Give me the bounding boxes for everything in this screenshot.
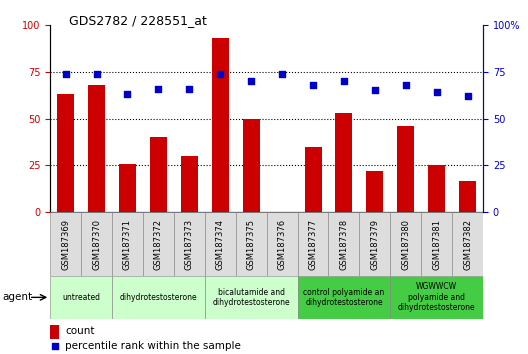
Bar — [150, 137, 167, 212]
Bar — [174, 212, 205, 276]
Bar — [112, 276, 205, 319]
Text: count: count — [65, 326, 95, 336]
Text: GSM187381: GSM187381 — [432, 219, 441, 270]
Text: GSM187374: GSM187374 — [216, 219, 225, 270]
Text: GSM187369: GSM187369 — [61, 219, 70, 270]
Bar — [298, 276, 390, 319]
Text: GDS2782 / 228551_at: GDS2782 / 228551_at — [69, 14, 206, 27]
Bar — [143, 212, 174, 276]
Bar — [328, 212, 360, 276]
Text: agent: agent — [3, 292, 33, 302]
Point — [402, 82, 410, 88]
Text: WGWWCW
polyamide and
dihydrotestosterone: WGWWCW polyamide and dihydrotestosterone — [398, 282, 476, 312]
Bar — [50, 212, 81, 276]
Text: GSM187370: GSM187370 — [92, 219, 101, 270]
Bar — [212, 38, 229, 212]
Text: GSM187379: GSM187379 — [370, 219, 380, 270]
Point — [371, 87, 379, 93]
Bar — [452, 212, 483, 276]
Point — [185, 86, 194, 91]
Point — [340, 78, 348, 84]
Bar — [112, 212, 143, 276]
Bar — [57, 94, 74, 212]
Point — [464, 93, 472, 99]
Bar — [81, 212, 112, 276]
Point — [61, 71, 70, 76]
Bar — [390, 212, 421, 276]
Text: GSM187377: GSM187377 — [308, 219, 317, 270]
Bar — [335, 113, 353, 212]
Text: dihydrotestosterone: dihydrotestosterone — [119, 293, 197, 302]
Point — [123, 91, 131, 97]
Bar — [298, 212, 328, 276]
Bar — [181, 156, 198, 212]
Text: control polyamide an
dihydrotestosterone: control polyamide an dihydrotestosterone — [303, 288, 384, 307]
Bar — [397, 126, 414, 212]
Bar — [459, 181, 476, 212]
Text: GSM187376: GSM187376 — [278, 219, 287, 270]
Bar — [205, 212, 235, 276]
Bar — [267, 212, 298, 276]
Bar — [50, 325, 60, 339]
Text: GSM187380: GSM187380 — [401, 219, 410, 270]
Bar — [205, 276, 298, 319]
Bar — [366, 171, 383, 212]
Point — [92, 71, 101, 76]
Point — [247, 78, 256, 84]
Bar — [243, 119, 260, 212]
Text: GSM187373: GSM187373 — [185, 219, 194, 270]
Point — [50, 343, 59, 348]
Text: GSM187371: GSM187371 — [123, 219, 132, 270]
Text: GSM187372: GSM187372 — [154, 219, 163, 270]
Text: GSM187375: GSM187375 — [247, 219, 256, 270]
Point — [432, 90, 441, 95]
Text: percentile rank within the sample: percentile rank within the sample — [65, 341, 241, 351]
Text: bicalutamide and
dihydrotestosterone: bicalutamide and dihydrotestosterone — [212, 288, 290, 307]
Text: GSM187382: GSM187382 — [463, 219, 472, 270]
Bar — [88, 85, 105, 212]
Bar — [390, 276, 483, 319]
Bar — [235, 212, 267, 276]
Bar — [305, 147, 322, 212]
Bar — [360, 212, 390, 276]
Bar — [421, 212, 452, 276]
Point — [309, 82, 317, 88]
Text: GSM187378: GSM187378 — [340, 219, 348, 270]
Bar — [50, 276, 112, 319]
Text: untreated: untreated — [62, 293, 100, 302]
Bar — [428, 165, 445, 212]
Point — [216, 71, 224, 76]
Bar — [119, 164, 136, 212]
Point — [154, 86, 163, 91]
Point — [278, 71, 286, 76]
